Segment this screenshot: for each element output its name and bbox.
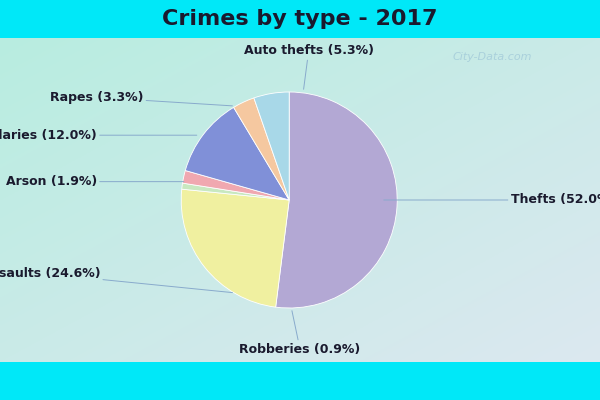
- Text: Robberies (0.9%): Robberies (0.9%): [239, 311, 361, 356]
- Text: Burglaries (12.0%): Burglaries (12.0%): [0, 129, 197, 142]
- Text: Rapes (3.3%): Rapes (3.3%): [50, 91, 232, 106]
- Wedge shape: [233, 98, 289, 200]
- Wedge shape: [182, 183, 289, 200]
- Wedge shape: [185, 107, 289, 200]
- Text: Assaults (24.6%): Assaults (24.6%): [0, 267, 232, 293]
- Text: Thefts (52.0%): Thefts (52.0%): [384, 194, 600, 206]
- Wedge shape: [181, 189, 289, 307]
- Text: City-Data.com: City-Data.com: [452, 52, 532, 62]
- Wedge shape: [254, 92, 289, 200]
- Wedge shape: [182, 170, 289, 200]
- Text: Auto thefts (5.3%): Auto thefts (5.3%): [244, 44, 374, 89]
- Text: Arson (1.9%): Arson (1.9%): [6, 175, 184, 188]
- Text: Crimes by type - 2017: Crimes by type - 2017: [162, 9, 438, 29]
- Wedge shape: [275, 92, 397, 308]
